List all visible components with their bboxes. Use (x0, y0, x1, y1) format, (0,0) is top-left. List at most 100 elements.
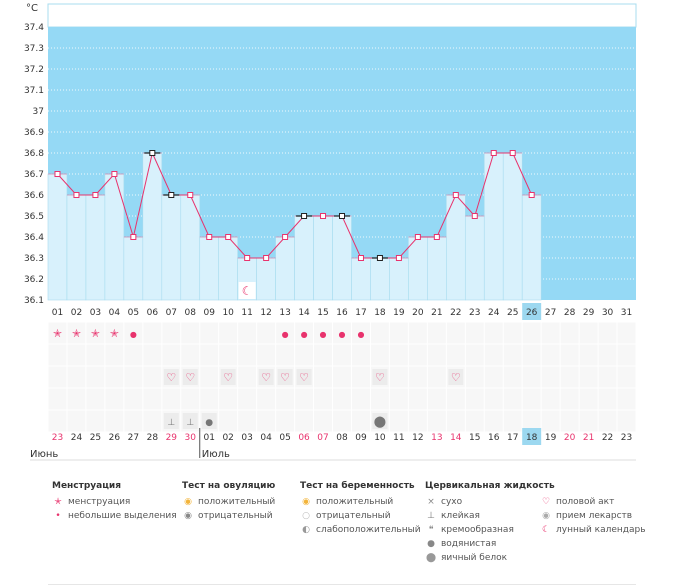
grid-cell (351, 322, 370, 344)
y-tick-label: 36.4 (24, 233, 44, 243)
date-label: 10 (374, 433, 386, 443)
cycle-day-label: 16 (336, 308, 348, 318)
menstruation-light-icon: ● (320, 330, 327, 339)
menstruation-light-icon: ● (282, 330, 289, 339)
date-label: 04 (260, 433, 272, 443)
temp-point (471, 213, 478, 219)
grid-cell (370, 322, 389, 344)
chart-svg: °C 37.4 37.3 37.2 37.1 37 36.9 36.8 36.7 36.6 36.5… (24, 3, 637, 461)
grid-cell (503, 344, 522, 366)
temp-point (528, 192, 535, 198)
divider (48, 584, 636, 585)
grid-cell (143, 388, 162, 410)
grid-cell (427, 410, 446, 432)
grid-cell (465, 410, 484, 432)
date-label: 07 (317, 433, 328, 443)
temp-point (357, 255, 364, 261)
grid-cell (295, 322, 314, 344)
menstruation-heavy-icon: ✭ (54, 497, 62, 507)
temp-point (301, 213, 308, 219)
sticky-icon: ⊥ (427, 511, 435, 521)
grid-cell (579, 366, 598, 388)
cycle-day-label: 20 (412, 308, 424, 318)
temp-bar (313, 215, 333, 301)
heart-cell (448, 369, 464, 385)
grid-cell (181, 322, 200, 344)
legend-label: водянистая (441, 539, 497, 549)
cycle-day-label: 31 (621, 308, 632, 318)
grid-cell (427, 344, 446, 366)
temp-bar (47, 173, 68, 301)
date-label: 14 (450, 433, 462, 443)
grid-cell (314, 344, 333, 366)
y-tick-label: 36.8 (24, 149, 44, 159)
grid-cell (541, 410, 560, 432)
temp-point (339, 213, 345, 219)
grid-cell (124, 410, 143, 432)
cycle-day-label: 07 (166, 308, 177, 318)
temp-point (395, 255, 402, 261)
date-label: 24 (71, 433, 83, 443)
legend-item: ✭ менструация (52, 495, 177, 509)
date-label: 25 (90, 433, 101, 443)
menstruation-heavy-icon: ✭ (91, 327, 100, 340)
cycle-day-label: 12 (260, 308, 271, 318)
cycle-day-label: 22 (450, 308, 461, 318)
grid-cell (48, 410, 67, 432)
grid-cell (503, 322, 522, 344)
grid-cell (276, 410, 295, 432)
date-label: 05 (279, 433, 290, 443)
grid-cell (48, 344, 67, 366)
grid-cell (579, 344, 598, 366)
temp-bar (85, 194, 106, 301)
temp-bar (427, 236, 447, 301)
dry-icon: × (427, 497, 435, 507)
grid-cell (124, 366, 143, 388)
grid-cell (295, 410, 314, 432)
menstruation-light-icon: • (55, 511, 61, 521)
temp-point (168, 192, 175, 198)
y-tick-label: 36.3 (24, 254, 44, 264)
temp-point (225, 234, 232, 240)
grid-cell (257, 322, 276, 344)
temp-bar (256, 257, 276, 301)
cycle-day-label: 05 (128, 308, 139, 318)
mucus-cell (182, 413, 198, 429)
grid-cell (333, 388, 351, 410)
grid-cell (181, 344, 200, 366)
grid-cell (598, 344, 617, 366)
egg-white-icon: ⬤ (374, 415, 386, 428)
y-tick-label: 37 (33, 107, 44, 117)
temp-point (433, 234, 440, 240)
grid-cell (541, 322, 560, 344)
grid-cell (67, 344, 86, 366)
heart-icon: ♡ (299, 371, 309, 384)
legend-item: ○ отрицательный (300, 509, 421, 523)
grid-cell (143, 366, 162, 388)
temp-point (149, 150, 156, 156)
grid-cell (86, 388, 105, 410)
grid-cell (446, 410, 465, 432)
temp-bar (332, 215, 352, 301)
date-label: 01 (203, 433, 214, 443)
grid-cell (162, 388, 181, 410)
grid-cell (238, 410, 257, 432)
menstruation-light-icon: ● (357, 330, 364, 339)
month-label: Июль (202, 449, 230, 460)
date-label: 11 (393, 433, 404, 443)
grid-cell (67, 388, 86, 410)
heart-icon: ♡ (541, 497, 551, 507)
grid-cell (295, 388, 314, 410)
temp-point (187, 192, 194, 198)
menstruation-heavy-icon: ✭ (110, 327, 119, 340)
date-label: 27 (128, 433, 139, 443)
cycle-day-label: 28 (564, 308, 576, 318)
grid-cell (219, 322, 238, 344)
grid-cell (105, 344, 124, 366)
mucus-cell (163, 413, 179, 429)
temp-bar (464, 215, 485, 301)
cycle-day-label: 24 (488, 308, 500, 318)
temp-bar (161, 194, 182, 301)
temp-point (509, 150, 516, 156)
pill-icon: ◉ (542, 511, 550, 521)
